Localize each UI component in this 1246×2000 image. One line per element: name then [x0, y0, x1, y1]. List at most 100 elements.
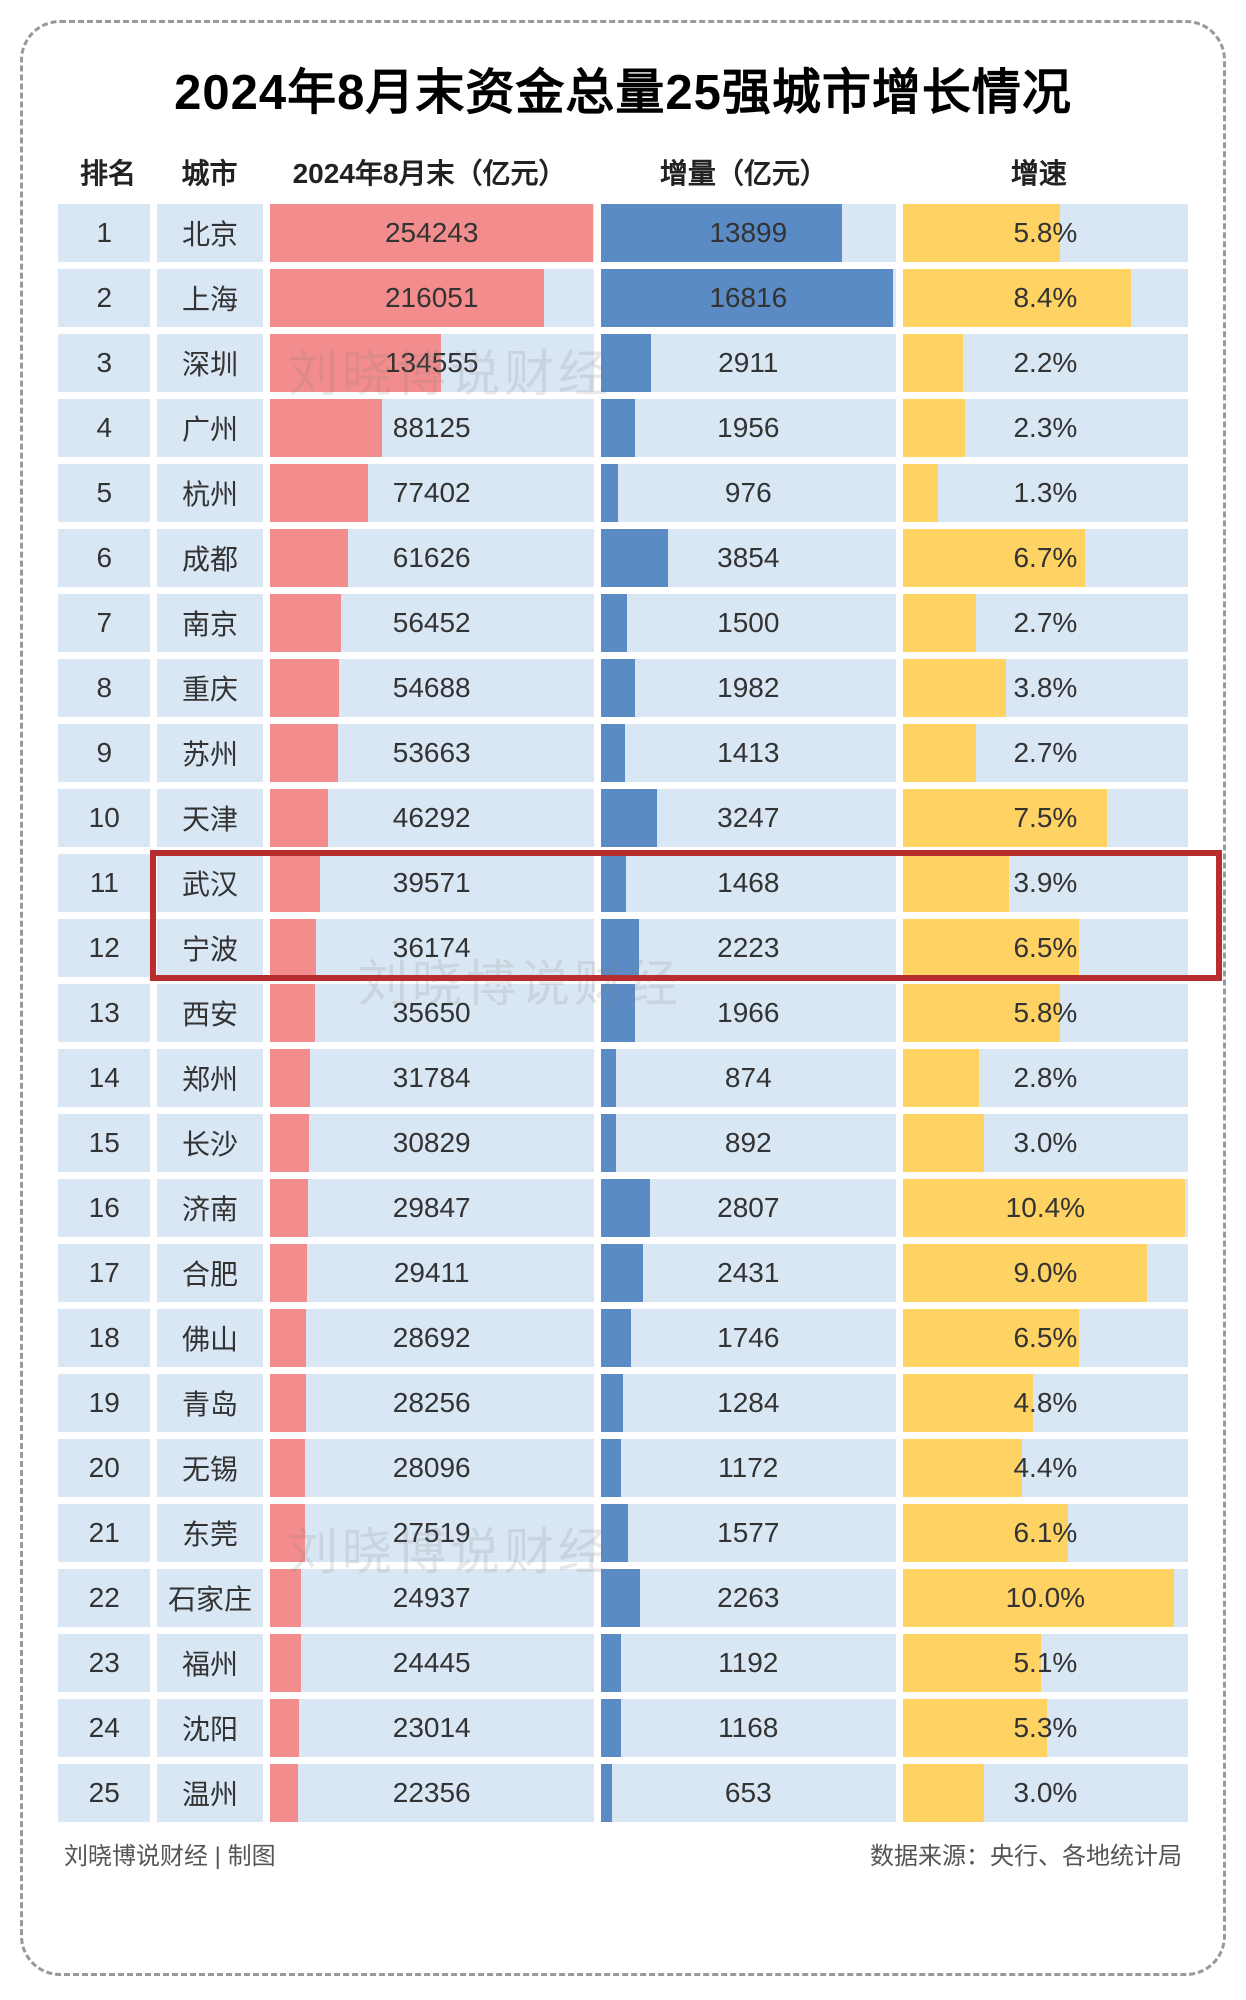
- cell-rate: 2.7%: [903, 724, 1188, 782]
- cell-rank: 1: [58, 204, 150, 262]
- cell-total: 35650: [270, 984, 594, 1042]
- cell-total: 216051: [270, 269, 594, 327]
- cell-rank: 14: [58, 1049, 150, 1107]
- cell-rate: 4.8%: [903, 1374, 1188, 1432]
- cell-rate: 9.0%: [903, 1244, 1188, 1302]
- cell-total: 28692: [270, 1309, 594, 1367]
- bar-label: 9.0%: [903, 1257, 1188, 1289]
- bar-label: 10.4%: [903, 1192, 1188, 1224]
- table-row: 19青岛2825612844.8%: [58, 1374, 1188, 1432]
- bar-label: 28692: [270, 1322, 594, 1354]
- cell-rate: 6.7%: [903, 529, 1188, 587]
- cell-total: 77402: [270, 464, 594, 522]
- cell-rate: 3.0%: [903, 1764, 1188, 1822]
- bar-label: 6.1%: [903, 1517, 1188, 1549]
- table-row: 20无锡2809611724.4%: [58, 1439, 1188, 1497]
- bar-label: 254243: [270, 217, 594, 249]
- bar-label: 88125: [270, 412, 594, 444]
- bar-label: 31784: [270, 1062, 594, 1094]
- bar-label: 13899: [601, 217, 896, 249]
- cell-city: 福州: [157, 1634, 262, 1692]
- cell-inc: 1172: [601, 1439, 896, 1497]
- bar-label: 10.0%: [903, 1582, 1188, 1614]
- cell-rank: 23: [58, 1634, 150, 1692]
- bar-label: 24445: [270, 1647, 594, 1679]
- cell-inc: 2911: [601, 334, 896, 392]
- bar-label: 1192: [601, 1647, 896, 1679]
- bar-label: 35650: [270, 997, 594, 1029]
- bar-label: 1284: [601, 1387, 896, 1419]
- cell-total: 24937: [270, 1569, 594, 1627]
- bar-label: 2.7%: [903, 737, 1188, 769]
- bar-label: 1577: [601, 1517, 896, 1549]
- bar-label: 24937: [270, 1582, 594, 1614]
- cell-rate: 2.3%: [903, 399, 1188, 457]
- cell-city: 北京: [157, 204, 262, 262]
- cell-city: 上海: [157, 269, 262, 327]
- table-row: 6成都6162638546.7%: [58, 529, 1188, 587]
- cell-rate: 10.4%: [903, 1179, 1188, 1237]
- bar-label: 1.3%: [903, 477, 1188, 509]
- cell-city: 东莞: [157, 1504, 262, 1562]
- cell-total: 88125: [270, 399, 594, 457]
- cell-rank: 10: [58, 789, 150, 847]
- header-rate: 增速: [894, 152, 1184, 192]
- table-row: 10天津4629232477.5%: [58, 789, 1188, 847]
- table-row: 11武汉3957114683.9%: [58, 854, 1188, 912]
- cell-total: 61626: [270, 529, 594, 587]
- bar-label: 30829: [270, 1127, 594, 1159]
- header-increment: 增量（亿元）: [594, 152, 894, 192]
- bar-label: 1168: [601, 1712, 896, 1744]
- bar-label: 6.5%: [903, 932, 1188, 964]
- bar-label: 6.5%: [903, 1322, 1188, 1354]
- cell-city: 长沙: [157, 1114, 262, 1172]
- bar-label: 29411: [270, 1257, 594, 1289]
- cell-inc: 2263: [601, 1569, 896, 1627]
- cell-inc: 1192: [601, 1634, 896, 1692]
- bar-label: 61626: [270, 542, 594, 574]
- bar-label: 28256: [270, 1387, 594, 1419]
- cell-city: 武汉: [157, 854, 262, 912]
- bar-label: 1500: [601, 607, 896, 639]
- bar-label: 54688: [270, 672, 594, 704]
- cell-rank: 13: [58, 984, 150, 1042]
- bar-label: 2.3%: [903, 412, 1188, 444]
- cell-city: 重庆: [157, 659, 262, 717]
- bar-label: 4.4%: [903, 1452, 1188, 1484]
- bar-label: 77402: [270, 477, 594, 509]
- table-row: 22石家庄24937226310.0%: [58, 1569, 1188, 1627]
- bar-label: 5.1%: [903, 1647, 1188, 1679]
- cell-inc: 1966: [601, 984, 896, 1042]
- cell-rank: 20: [58, 1439, 150, 1497]
- bar-label: 56452: [270, 607, 594, 639]
- bar-label: 1982: [601, 672, 896, 704]
- cell-city: 济南: [157, 1179, 262, 1237]
- cell-city: 成都: [157, 529, 262, 587]
- bar-label: 3.0%: [903, 1127, 1188, 1159]
- table-row: 25温州223566533.0%: [58, 1764, 1188, 1822]
- cell-total: 28096: [270, 1439, 594, 1497]
- cell-total: 254243: [270, 204, 594, 262]
- cell-rate: 3.9%: [903, 854, 1188, 912]
- table-row: 3深圳13455529112.2%: [58, 334, 1188, 392]
- bar-label: 22356: [270, 1777, 594, 1809]
- cell-inc: 1956: [601, 399, 896, 457]
- cell-rank: 11: [58, 854, 150, 912]
- bar-label: 3247: [601, 802, 896, 834]
- cell-inc: 13899: [601, 204, 896, 262]
- table-row: 7南京5645215002.7%: [58, 594, 1188, 652]
- bar-label: 29847: [270, 1192, 594, 1224]
- bar-label: 16816: [601, 282, 896, 314]
- table-row: 8重庆5468819823.8%: [58, 659, 1188, 717]
- cell-rate: 3.8%: [903, 659, 1188, 717]
- cell-city: 广州: [157, 399, 262, 457]
- cell-rate: 8.4%: [903, 269, 1188, 327]
- bar-label: 3.0%: [903, 1777, 1188, 1809]
- rows-container: 1北京254243138995.8%2上海216051168168.4%3深圳1…: [58, 204, 1188, 1822]
- cell-inc: 3247: [601, 789, 896, 847]
- cell-total: 24445: [270, 1634, 594, 1692]
- bar-label: 28096: [270, 1452, 594, 1484]
- table-row: 13西安3565019665.8%: [58, 984, 1188, 1042]
- cell-rate: 10.0%: [903, 1569, 1188, 1627]
- cell-rank: 21: [58, 1504, 150, 1562]
